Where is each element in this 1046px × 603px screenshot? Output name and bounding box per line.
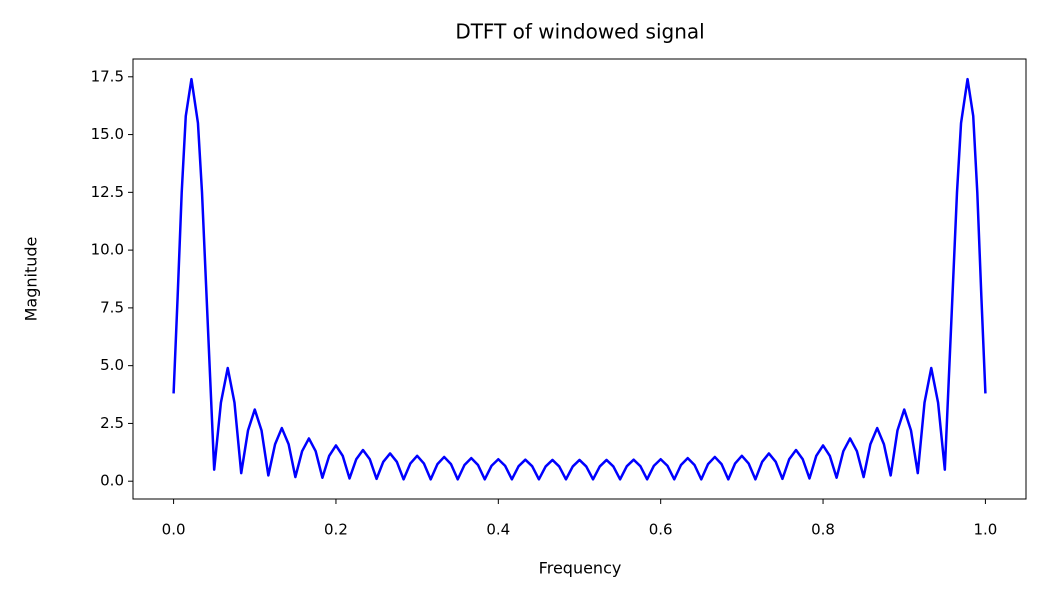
- x-tick-label: 0.8: [811, 521, 835, 539]
- chart-title: DTFT of windowed signal: [455, 20, 704, 44]
- x-tick-label: 0.2: [324, 521, 348, 539]
- y-axis-label: Magnitude: [22, 237, 41, 322]
- x-tick-label: 0.0: [162, 521, 186, 539]
- x-tick-label: 0.6: [649, 521, 673, 539]
- x-axis-label: Frequency: [539, 559, 622, 578]
- y-tick-label: 2.5: [100, 414, 124, 432]
- x-tick-label: 1.0: [973, 521, 997, 539]
- y-tick-label: 12.5: [91, 183, 124, 201]
- y-tick-label: 7.5: [100, 298, 124, 316]
- y-tick-label: 15.0: [91, 125, 124, 143]
- y-tick-label: 17.5: [91, 67, 124, 85]
- plot-frame: [132, 58, 1027, 500]
- data-line: [172, 77, 987, 481]
- y-tick-label: 5.0: [100, 356, 124, 374]
- y-tick-label: 0.0: [100, 472, 124, 490]
- y-tick-label: 10.0: [91, 241, 124, 259]
- x-tick-label: 0.4: [486, 521, 510, 539]
